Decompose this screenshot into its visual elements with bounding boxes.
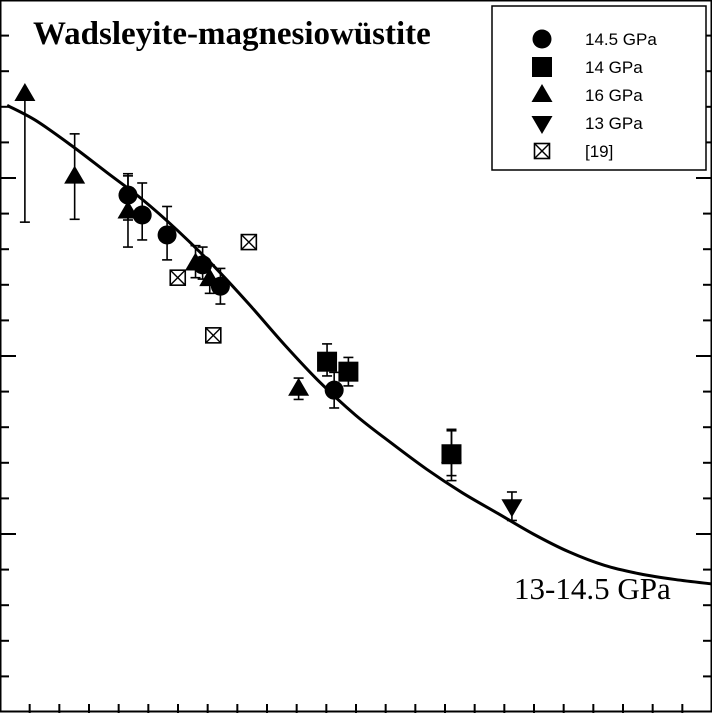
legend-marker-triangle-up	[531, 84, 553, 102]
data-point-square	[317, 351, 338, 372]
legend-label: 16 GPa	[585, 86, 643, 105]
data-point-triangle-down	[501, 499, 523, 518]
boxed-x-stroke	[205, 327, 222, 344]
boxed-x-stroke	[169, 269, 186, 286]
legend-marker-circle	[532, 29, 552, 49]
data-point-triangle-up	[288, 377, 310, 396]
legend-items: 14.5 GPa 14 GPa 16 GPa 13 GPa [19]	[531, 29, 657, 161]
legend-label: [19]	[585, 142, 613, 161]
data-point-square	[338, 361, 359, 382]
boxed-x-stroke	[534, 143, 550, 159]
data-point-triangle-up	[14, 82, 36, 101]
data-point-boxed-x	[205, 327, 222, 344]
data-point-triangle-up	[440, 444, 462, 463]
legend-label: 13 GPa	[585, 114, 643, 133]
legend-marker-square	[532, 57, 552, 77]
data-point-triangle-up	[199, 268, 221, 287]
data-point-circle	[324, 380, 344, 400]
legend-label: 14.5 GPa	[585, 30, 657, 49]
fit-annotation: 13-14.5 GPa	[514, 571, 671, 606]
legend: 14.5 GPa 14 GPa 16 GPa 13 GPa [19]	[491, 5, 707, 171]
legend-box	[491, 5, 707, 171]
legend-marker-boxed-x	[533, 142, 551, 160]
data-markers	[14, 82, 523, 518]
chart-title: Wadsleyite-magnesiowüstite	[33, 16, 431, 52]
fit-curve	[6, 104, 712, 586]
legend-label: 14 GPa	[585, 58, 643, 77]
data-point-triangle-up	[185, 252, 207, 271]
data-point-circle	[157, 225, 177, 245]
tick-marks	[0, 34, 712, 713]
boxed-x-stroke	[240, 234, 257, 251]
legend-marker-triangle-down	[531, 116, 553, 134]
data-point-circle	[118, 185, 138, 205]
data-point-triangle-up	[64, 165, 86, 184]
data-point-triangle-up	[117, 200, 139, 219]
data-point-boxed-x	[169, 269, 187, 286]
data-point-boxed-x	[240, 233, 258, 251]
data-point-circle	[132, 205, 152, 225]
